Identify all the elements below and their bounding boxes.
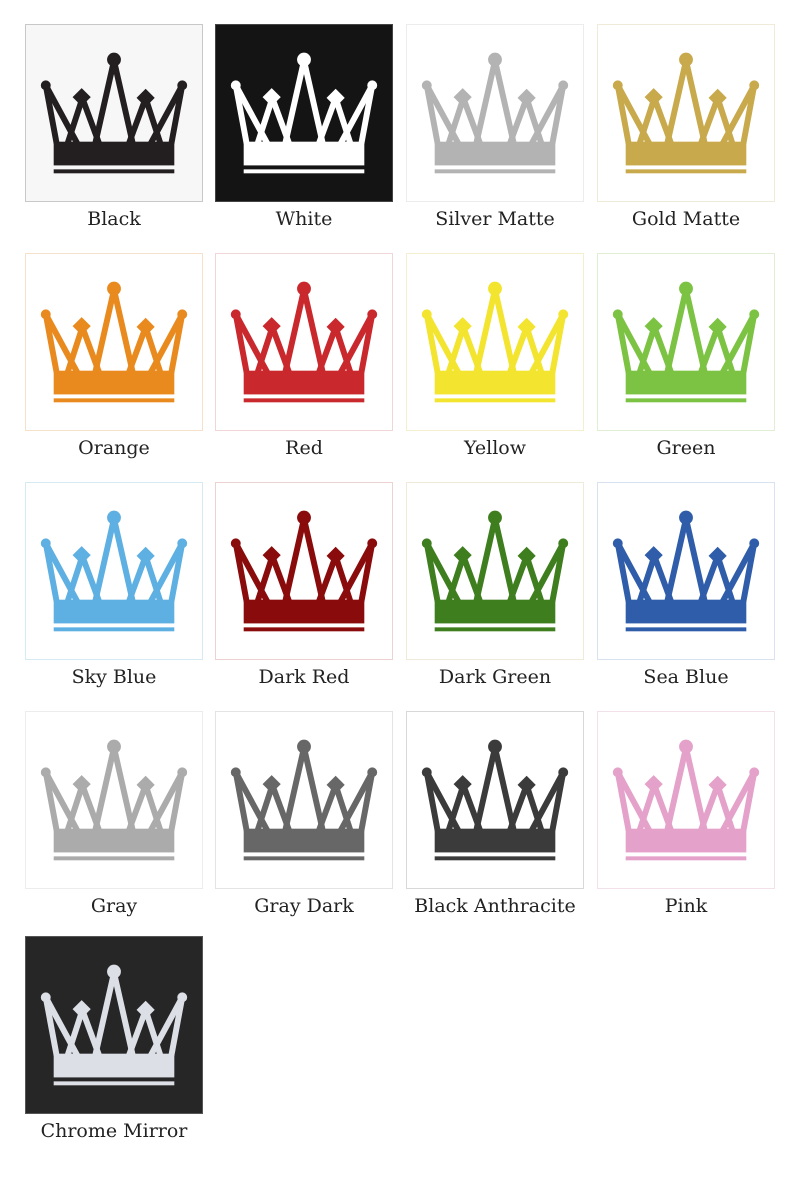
swatch-label: Black [87,208,141,230]
crown-icon [612,739,760,861]
swatch-preview [597,711,775,889]
color-swatch-red: Red [215,253,405,459]
color-swatch-chrome-mirror: Chrome Mirror [25,936,215,1142]
swatch-preview [25,253,203,431]
crown-icon [230,52,378,174]
color-swatch-yellow: Yellow [406,253,596,459]
swatch-label: Red [285,437,323,459]
swatch-preview [406,711,584,889]
color-swatch-orange: Orange [25,253,215,459]
swatch-preview [25,482,203,660]
color-swatch-green: Green [597,253,787,459]
color-swatch-black-anthracite: Black Anthracite [406,711,596,917]
color-swatch-gray: Gray [25,711,215,917]
crown-icon [230,739,378,861]
crown-icon [421,281,569,403]
swatch-preview [215,253,393,431]
color-swatch-silver-matte: Silver Matte [406,24,596,230]
color-swatch-sky-blue: Sky Blue [25,482,215,688]
color-swatch-dark-green: Dark Green [406,482,596,688]
crown-icon [612,510,760,632]
swatch-preview [597,24,775,202]
swatch-preview [215,24,393,202]
swatch-label: Yellow [464,437,526,459]
crown-icon [40,281,188,403]
swatch-preview [215,482,393,660]
swatch-preview [215,711,393,889]
swatch-preview [406,482,584,660]
swatch-preview [25,936,203,1114]
swatch-preview [406,24,584,202]
crown-icon [40,52,188,174]
swatch-label: Sea Blue [643,666,729,688]
swatch-label: Dark Green [438,666,552,688]
swatch-preview [25,711,203,889]
crown-icon [230,510,378,632]
color-swatch-gray-dark: Gray Dark [215,711,405,917]
swatch-label: Chrome Mirror [40,1120,188,1142]
swatch-label: Silver Matte [435,208,555,230]
swatch-label: Gray Dark [254,895,354,917]
color-swatch-sea-blue: Sea Blue [597,482,787,688]
swatch-label: Green [656,437,716,459]
crown-icon [421,52,569,174]
crown-icon [40,964,188,1086]
swatch-preview [597,253,775,431]
swatch-label: Sky Blue [71,666,157,688]
color-swatch-white: White [215,24,405,230]
swatch-label: White [275,208,333,230]
color-swatch-black: Black [25,24,215,230]
swatch-preview [25,24,203,202]
color-swatch-dark-red: Dark Red [215,482,405,688]
color-swatch-pink: Pink [597,711,787,917]
crown-icon [421,510,569,632]
crown-icon [612,281,760,403]
swatch-label: Pink [664,895,708,917]
crown-icon [230,281,378,403]
swatch-label: Orange [78,437,150,459]
swatch-label: Dark Red [258,666,350,688]
swatch-preview [406,253,584,431]
swatch-label: Gold Matte [631,208,741,230]
crown-icon [40,739,188,861]
swatch-label: Black Anthracite [414,895,576,917]
swatch-preview [597,482,775,660]
crown-icon [421,739,569,861]
color-swatch-gold-matte: Gold Matte [597,24,787,230]
crown-icon [612,52,760,174]
swatch-label: Gray [90,895,138,917]
crown-icon [40,510,188,632]
